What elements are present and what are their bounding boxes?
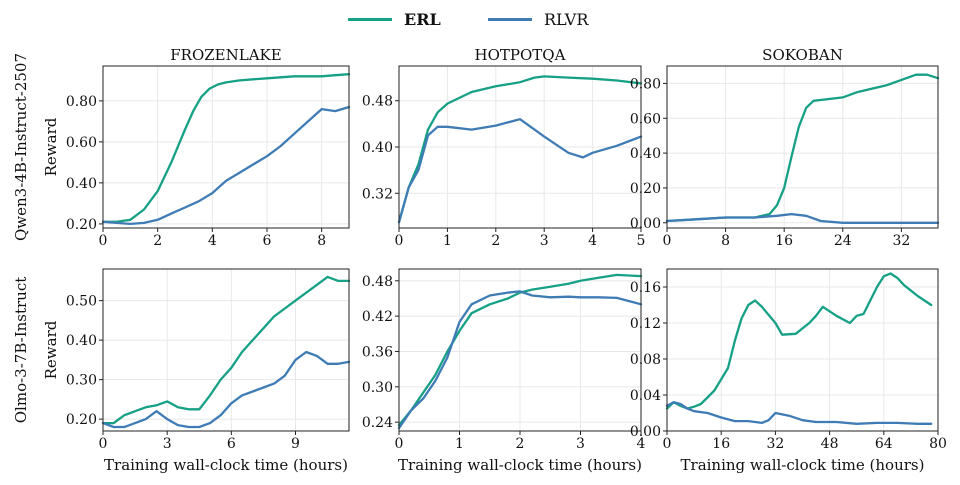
panel-5-series-erl (397, 273, 643, 427)
panel-1-series-erl (101, 73, 351, 223)
panel-4-xtick-label-0: 0 (99, 436, 108, 452)
panel-2-xtick-label-2: 2 (491, 233, 500, 249)
panel-3-ytick-label-0: 0.00 (630, 216, 661, 232)
panel-6-xtick-label-1: 16 (712, 436, 730, 452)
panel-5-series-rlvr (397, 290, 643, 430)
panel-3-title: SOKOBAN (762, 46, 843, 64)
panel-1-title: FROZENLAKE (170, 46, 281, 64)
panel-2-xtick-label-1: 1 (443, 233, 452, 249)
panel-6-ytick-label-0: 0.00 (630, 424, 661, 440)
panel-2-xtick-label-3: 3 (540, 233, 549, 249)
panel-2-series-rlvr (397, 118, 643, 224)
panel-5-xlabel: Training wall-clock time (hours) (398, 456, 642, 474)
panel-6-xtick-label-2: 32 (766, 436, 784, 452)
panel-6-ytick-label-1: 0.04 (630, 388, 661, 404)
legend-item-rlvr: RLVR (488, 10, 588, 29)
panel-3-xtick-label-2: 16 (775, 233, 793, 249)
panel-4-xtick-label-2: 6 (227, 436, 236, 452)
panel-6-series-rlvr (665, 401, 933, 425)
panel-3-xtick-label-3: 24 (834, 233, 852, 249)
panel-4-ytick-label-0: 0.20 (66, 412, 97, 428)
panel-1-xtick-label-3: 6 (263, 233, 272, 249)
panel-6-xtick-label-3: 48 (821, 436, 839, 452)
legend-swatch-rlvr (488, 18, 532, 21)
panel-1-xtick-label-2: 4 (208, 233, 217, 249)
panel-4-series-erl (101, 275, 351, 425)
panel-2-xtick-label-0: 0 (395, 233, 404, 249)
panel-4-ytick-label-3: 0.50 (66, 294, 97, 310)
panel-1-ytick-label-2: 0.60 (66, 135, 97, 151)
panel-6-frame (666, 268, 939, 432)
panel-5-xtick-label-0: 0 (395, 436, 404, 452)
panel-1-frame (102, 65, 350, 229)
panel-6-ytick-label-2: 0.08 (630, 352, 661, 368)
panel-6-ytick-label-3: 0.12 (630, 316, 661, 332)
panel-4-xtick-label-1: 3 (163, 436, 172, 452)
panel-5-xtick-label-2: 2 (516, 436, 525, 452)
panel-1-ytick-label-0: 0.20 (66, 217, 97, 233)
panel-3-series-erl (665, 73, 940, 223)
panel-3-ytick-label-2: 0.40 (630, 146, 661, 162)
panel-2-xtick-label-4: 4 (588, 233, 597, 249)
panel-1-ytick-label-1: 0.40 (66, 176, 97, 192)
panel-5-ytick-label-4: 0.48 (362, 274, 393, 290)
panel-3-xtick-label-0: 0 (663, 233, 672, 249)
panel-1-series-rlvr (101, 105, 351, 226)
legend-item-erl: ERL (348, 10, 441, 29)
panel-6-series-erl (665, 272, 933, 410)
panel-3-xtick-label-4: 32 (892, 233, 910, 249)
panel-2-series-erl (397, 75, 643, 224)
panel-6-ytick-label-4: 0.16 (630, 280, 661, 296)
panel-3-ytick-label-3: 0.60 (630, 111, 661, 127)
panel-5-xtick-label-4: 4 (637, 436, 646, 452)
panel-3-series-rlvr (665, 212, 940, 224)
panel-5-xtick-label-1: 1 (455, 436, 464, 452)
panel-5-ytick-label-1: 0.30 (362, 380, 393, 396)
panel-1-ylabel: Reward (42, 117, 60, 176)
panel-1-xtick-label-4: 8 (317, 233, 326, 249)
panel-4-ytick-label-2: 0.40 (66, 333, 97, 349)
legend: ERL RLVR (0, 10, 960, 36)
panel-6-xtick-label-0: 0 (663, 436, 672, 452)
panel-2-ytick-label-0: 0.32 (362, 186, 393, 202)
panel-2-xtick-label-5: 5 (637, 233, 646, 249)
panel-4-xtick-label-3: 9 (291, 436, 300, 452)
panel-4-ylabel: Reward (42, 320, 60, 379)
panel-6-xtick-label-4: 64 (875, 436, 893, 452)
row-label-2: Olmo-3-7B-Instruct (12, 277, 30, 424)
panel-2-ytick-label-2: 0.48 (362, 94, 393, 110)
panel-3-frame (666, 65, 939, 229)
panel-5-ytick-label-2: 0.36 (362, 344, 393, 360)
panel-5-ytick-label-0: 0.24 (362, 415, 393, 431)
panel-1-ytick-label-3: 0.80 (66, 94, 97, 110)
panel-6-xlabel: Training wall-clock time (hours) (681, 456, 925, 474)
panel-3-ytick-label-4: 0.80 (630, 76, 661, 92)
panel-4-ytick-label-1: 0.30 (66, 373, 97, 389)
panel-2-ytick-label-1: 0.40 (362, 140, 393, 156)
panel-4-series-rlvr (101, 350, 351, 429)
legend-label-erl: ERL (404, 10, 441, 29)
panel-5-xtick-label-3: 3 (576, 436, 585, 452)
legend-label-rlvr: RLVR (544, 10, 589, 29)
panel-3-xtick-label-1: 8 (721, 233, 730, 249)
panel-1-xtick-label-1: 2 (153, 233, 162, 249)
panel-2-title: HOTPOTQA (475, 46, 566, 64)
panel-4-frame (102, 268, 350, 432)
panel-3-ytick-label-1: 0.20 (630, 181, 661, 197)
panel-4-xlabel: Training wall-clock time (hours) (104, 456, 348, 474)
panel-6-xtick-label-5: 80 (929, 436, 947, 452)
panel-5-ytick-label-3: 0.42 (362, 309, 393, 325)
row-label-1: Qwen3-4B-Instruct-2507 (12, 53, 30, 241)
panel-1-xtick-label-0: 0 (99, 233, 108, 249)
legend-swatch-erl (348, 18, 392, 21)
